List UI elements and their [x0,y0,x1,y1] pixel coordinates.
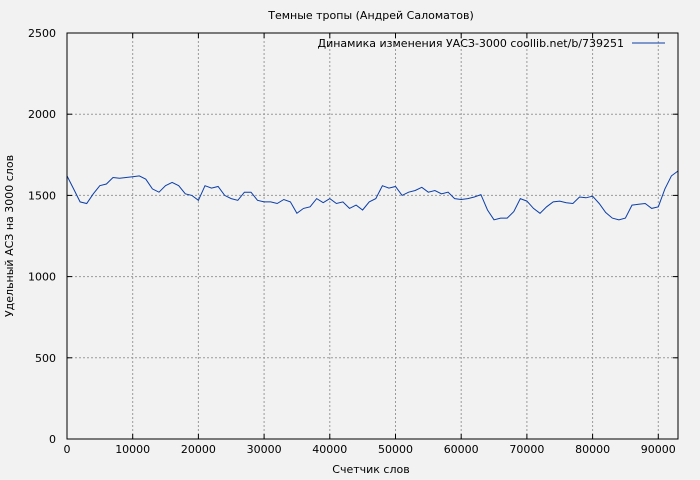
y-tick-label: 500 [35,352,56,365]
x-tick-label: 0 [64,443,71,456]
plot-frame [66,32,679,440]
legend: Динамика изменения УАСЗ-3000 coollib.net… [318,37,665,50]
ticks: 0 10000 20000 30000 40000 50000 60000 70000 8000… [28,27,678,456]
x-tick-label: 10000 [115,443,150,456]
y-axis-label: Удельный АСЗ на 3000 слов [3,155,16,317]
x-tick-label: 20000 [181,443,216,456]
x-tick-label: 30000 [247,443,282,456]
y-tick-label: 2500 [28,27,56,40]
x-tick-label: 50000 [378,443,413,456]
grid [67,33,678,439]
series-layer [66,170,679,221]
y-tick-label: 0 [49,433,56,446]
y-tick-label: 1500 [28,189,56,202]
y-tick-label: 1000 [28,271,56,284]
x-tick-label: 90000 [641,443,676,456]
chart-title: Темные тропы (Андрей Саломатов) [267,9,474,22]
series-line [66,170,679,221]
x-tick-label: 40000 [312,443,347,456]
x-tick-label: 60000 [444,443,479,456]
x-tick-label: 70000 [509,443,544,456]
legend-series-label: Динамика изменения УАСЗ-3000 coollib.net… [318,37,625,50]
x-axis-label: Счетчик слов [332,463,409,476]
x-tick-label: 80000 [575,443,610,456]
y-tick-label: 2000 [28,108,56,121]
